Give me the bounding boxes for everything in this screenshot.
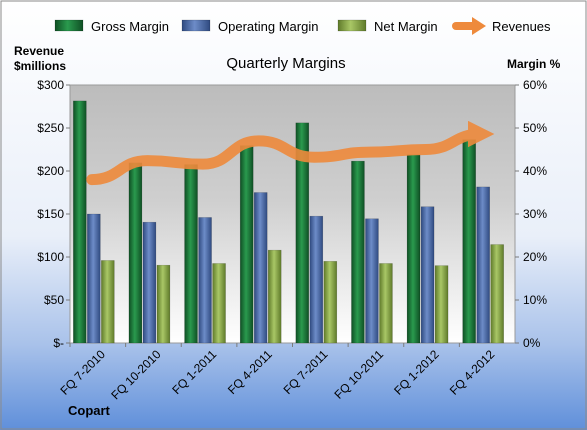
revenue-line-path [86, 120, 495, 186]
operating-margin-bar [476, 186, 490, 344]
net-margin-bar [212, 263, 226, 344]
operating-margin-bar [198, 217, 212, 344]
operating-margin-bar [420, 206, 435, 344]
net-margin-bar [323, 261, 338, 344]
operating-margin-bar [142, 221, 157, 344]
gross-margin-bar [128, 162, 143, 344]
left-axis-ticks: $- $50 $100 $150 $200 $250 $300 [37, 78, 70, 350]
legend-operating-margin-label: Operating Margin [218, 19, 318, 34]
footer-label: Copart [68, 403, 111, 418]
revenue-line [86, 120, 495, 186]
net-margin-bar [156, 264, 171, 344]
net-margin-bar [101, 260, 115, 344]
right-tick-label: 10% [523, 293, 547, 307]
legend-net-margin-label: Net Margin [374, 19, 438, 34]
operating-margin-bar [309, 215, 324, 344]
gross-margin-bar [295, 122, 310, 344]
gross-margin-bar [351, 160, 365, 344]
operating-margin-bar [87, 213, 101, 344]
right-axis-title: Margin % [507, 57, 561, 71]
gross-margin-bar [73, 100, 87, 344]
right-tick-label: 60% [523, 78, 547, 92]
right-tick-label: 40% [523, 164, 547, 178]
left-tick-label: $100 [37, 250, 64, 264]
left-tick-label: $200 [37, 164, 64, 178]
gross-margin-bar [406, 154, 421, 344]
legend-revenues-arrow [472, 17, 486, 35]
left-tick-label: $150 [37, 207, 64, 221]
gross-margin-bar [239, 145, 254, 344]
net-margin-bar [267, 249, 282, 344]
left-tick-label: $250 [37, 121, 64, 135]
legend-gross-margin-swatch [54, 19, 84, 32]
operating-margin-bar [253, 192, 268, 344]
bars [73, 100, 504, 344]
legend: Gross Margin Operating Margin Net Margin Re… [54, 17, 551, 35]
right-axis-ticks: 0% 10% 20% 30% 40% 50% 60% [515, 78, 547, 350]
legend-revenues-label: Revenues [492, 19, 551, 34]
net-margin-bar [379, 263, 393, 344]
operating-margin-bar [365, 218, 379, 344]
left-tick-label: $50 [44, 293, 64, 307]
left-tick-label: $- [53, 336, 64, 350]
left-axis-title-line2: $millions [14, 59, 66, 73]
net-margin-bar [434, 265, 449, 344]
gross-margin-bar [184, 164, 198, 344]
right-tick-label: 50% [523, 121, 547, 135]
left-tick-label: $300 [37, 78, 64, 92]
legend-net-margin-swatch [337, 19, 367, 32]
right-tick-label: 30% [523, 207, 547, 221]
right-tick-label: 20% [523, 250, 547, 264]
chart-title: Quarterly Margins [226, 55, 345, 72]
right-tick-label: 0% [523, 336, 541, 350]
gross-margin-bar [462, 139, 476, 344]
legend-operating-margin-swatch [181, 19, 211, 32]
net-margin-bar [490, 244, 504, 344]
left-axis-title-line1: Revenue [14, 44, 64, 58]
legend-gross-margin-label: Gross Margin [91, 19, 169, 34]
